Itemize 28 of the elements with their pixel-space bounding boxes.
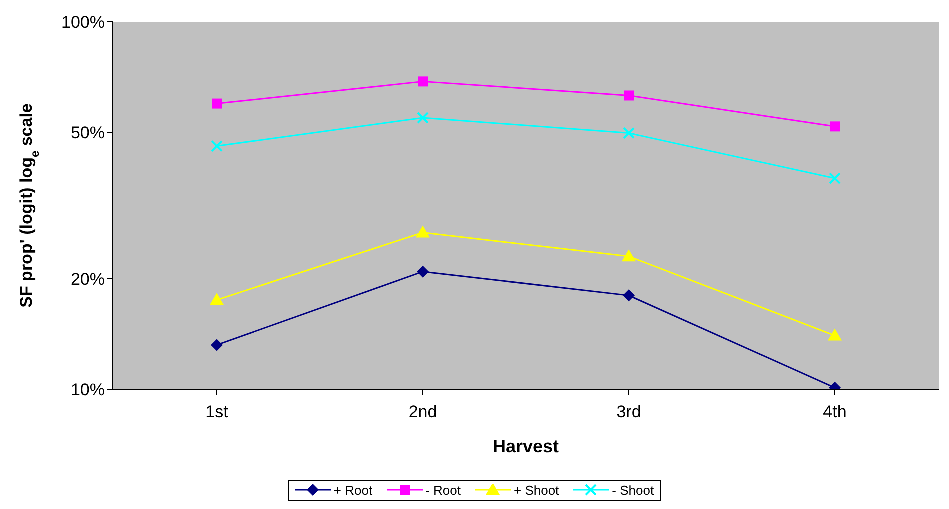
legend-label: + Root	[332, 482, 373, 498]
y-tick-label: 10%	[70, 380, 105, 400]
legend-label: - Shoot	[611, 482, 654, 498]
legend-label: + Shoot	[512, 482, 560, 498]
point	[416, 226, 430, 238]
point	[623, 290, 635, 302]
point	[828, 328, 842, 341]
y-tick-label: 50%	[70, 124, 105, 143]
x-tick-label: 1st	[206, 402, 229, 422]
point	[211, 140, 223, 152]
x-tick-label: 4th	[823, 402, 847, 422]
x-tick-label: 3rd	[616, 402, 642, 422]
point	[623, 127, 635, 140]
point	[624, 90, 634, 101]
point	[417, 112, 429, 124]
point	[211, 339, 223, 352]
legend-label: - Root	[424, 482, 461, 498]
point	[622, 250, 636, 262]
y-tick-label: 100%	[62, 13, 105, 32]
point	[830, 122, 840, 132]
y-tick-label: 20%	[70, 270, 105, 289]
point	[417, 266, 429, 278]
x-tick-label: 2nd	[408, 402, 438, 422]
point	[418, 76, 428, 87]
point	[212, 98, 222, 109]
point	[210, 293, 224, 306]
point	[829, 172, 841, 185]
x-axis-title: Harvest	[492, 436, 560, 456]
